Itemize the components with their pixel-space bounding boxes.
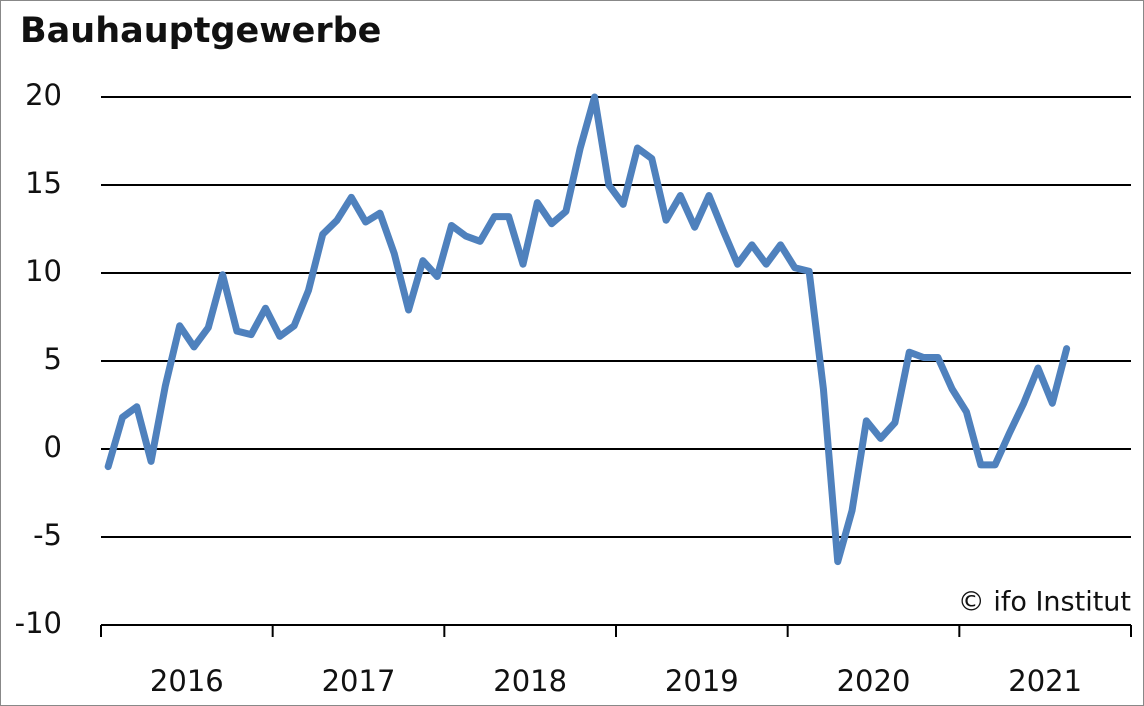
y-tick-label: -10 [15,606,62,640]
x-tick-label: 2016 [150,664,224,698]
x-tick-label: 2020 [837,664,911,698]
y-tick-label: 0 [44,430,62,464]
y-tick-label: -5 [33,518,62,552]
source-note: © ifo Institut [958,587,1131,618]
x-tick-label: 2017 [322,664,396,698]
y-tick-label: 5 [44,342,62,376]
x-tick-label: 2018 [493,664,567,698]
data-line [104,93,1071,566]
x-tick-label: 2021 [1008,664,1082,698]
y-tick-label: 20 [25,78,62,112]
y-tick-label: 10 [25,254,62,288]
x-tick-label: 2019 [665,664,739,698]
y-tick-label: 15 [25,166,62,200]
chart-title: Bauhauptgewerbe [20,11,381,51]
